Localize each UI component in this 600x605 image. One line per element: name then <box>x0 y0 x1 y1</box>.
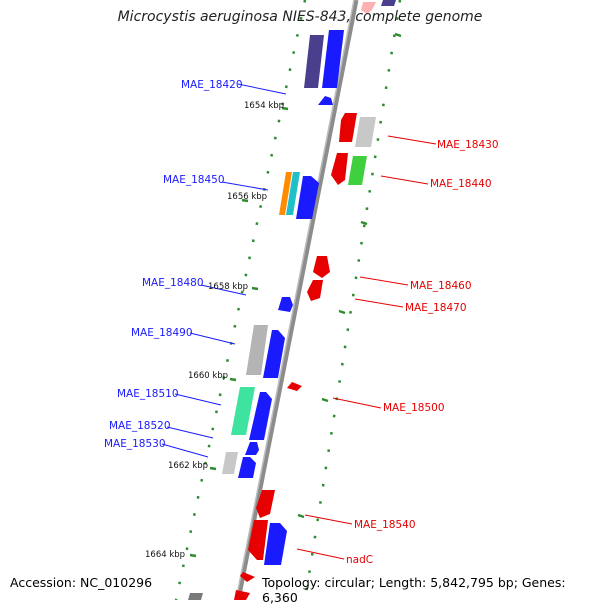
gene-arrow-nadc-blue[interactable] <box>264 523 287 565</box>
gene-label-mae-18510[interactable]: MAE_18510 <box>117 388 179 400</box>
gene-arrow-bottom-1[interactable] <box>240 572 255 582</box>
gene-label-nadc[interactable]: nadC <box>346 554 373 566</box>
gene-arrow-mae-18450-orange[interactable] <box>279 172 292 215</box>
gene-arrow-mae-18530[interactable] <box>238 457 256 478</box>
gene-arrow-mae-18490-gray[interactable] <box>246 325 268 375</box>
major-ticks <box>189 32 402 558</box>
gene-arrow-top-pink[interactable] <box>361 2 376 14</box>
leader-lines-right <box>296 135 437 560</box>
kbp-label-1660: 1660 kbp <box>188 371 228 381</box>
genome-backbone <box>235 0 359 600</box>
gene-arrow-mae-18450[interactable] <box>296 176 319 219</box>
gene-arrow-bottom-gray[interactable] <box>188 593 203 600</box>
gene-label-mae-18520[interactable]: MAE_18520 <box>109 420 171 432</box>
gene-labels-right: MAE_18430 MAE_18440 MAE_18460 MAE_18470 … <box>346 139 499 566</box>
gene-arrow-mae-18510[interactable] <box>249 392 272 440</box>
gene-arrow-mae-18420[interactable] <box>322 30 344 88</box>
kbp-label-1662: 1662 kbp <box>168 461 208 471</box>
gene-arrow-mae-18470[interactable] <box>307 280 323 301</box>
gene-arrow-mae-18520[interactable] <box>245 442 259 455</box>
gene-arrow-top-blue-stub[interactable] <box>381 0 396 6</box>
gene-arrow-mae-18430[interactable] <box>339 113 357 142</box>
gene-label-mae-18450[interactable]: MAE_18450 <box>163 174 225 186</box>
gene-arrow-mae-18460[interactable] <box>313 256 330 278</box>
gene-arrow-mae-18440[interactable] <box>331 153 348 185</box>
gene-arrow-mae-18510-green[interactable] <box>231 387 255 435</box>
gene-label-mae-18440[interactable]: MAE_18440 <box>430 178 492 190</box>
kbp-label-1654: 1654 kbp <box>244 101 284 111</box>
gene-label-mae-18500[interactable]: MAE_18500 <box>383 402 445 414</box>
kbp-label-1664: 1664 kbp <box>145 550 185 560</box>
gene-arrow-mae-18480[interactable] <box>278 297 293 312</box>
gene-arrow-mae-18440-green[interactable] <box>348 156 367 185</box>
forward-genes <box>222 30 344 565</box>
gene-arrow-mae-18430-gray[interactable] <box>355 117 376 147</box>
gene-label-mae-18490[interactable]: MAE_18490 <box>131 327 193 339</box>
gene-arrow-mae-18420-block[interactable] <box>304 35 324 88</box>
gene-arrow-mae-18450-cyan[interactable] <box>286 172 300 215</box>
gene-label-mae-18470[interactable]: MAE_18470 <box>405 302 467 314</box>
gene-arrow-mae-18490[interactable] <box>263 330 285 378</box>
gene-arrow-mae-18530-gray[interactable] <box>222 452 238 474</box>
gene-label-mae-18530[interactable]: MAE_18530 <box>104 438 166 450</box>
gene-arrow-nadc[interactable] <box>248 520 268 560</box>
gene-arrow-mae-18500[interactable] <box>287 382 302 391</box>
kbp-label-1656: 1656 kbp <box>227 192 267 202</box>
gene-label-mae-18540[interactable]: MAE_18540 <box>354 519 416 531</box>
reverse-genes <box>188 0 396 600</box>
topology-text: Topology: circular; Length: 5,842,795 bp… <box>262 575 566 605</box>
gene-label-mae-18480[interactable]: MAE_18480 <box>142 277 204 289</box>
gene-label-mae-18430[interactable]: MAE_18430 <box>437 139 499 151</box>
gene-label-mae-18420[interactable]: MAE_18420 <box>181 79 243 91</box>
accession-text: Accession: NC_010296 <box>10 575 153 590</box>
map-title: Microcystis aeruginosa NIES-843, complet… <box>117 9 483 25</box>
outer-tick-track <box>303 0 402 600</box>
gene-arrow-mae-18540[interactable] <box>256 490 275 518</box>
gene-label-mae-18460[interactable]: MAE_18460 <box>410 280 472 292</box>
kbp-label-1658: 1658 kbp <box>208 282 248 292</box>
gene-arrow-1654[interactable] <box>318 96 333 105</box>
leader-lines-left <box>161 83 287 458</box>
gene-labels-left: MAE_18420 MAE_18450 MAE_18480 MAE_18490 … <box>104 79 243 450</box>
gene-arrow-bottom-2[interactable] <box>234 590 250 600</box>
position-labels: 1654 kbp 1656 kbp 1658 kbp 1660 kbp 1662… <box>145 101 284 560</box>
